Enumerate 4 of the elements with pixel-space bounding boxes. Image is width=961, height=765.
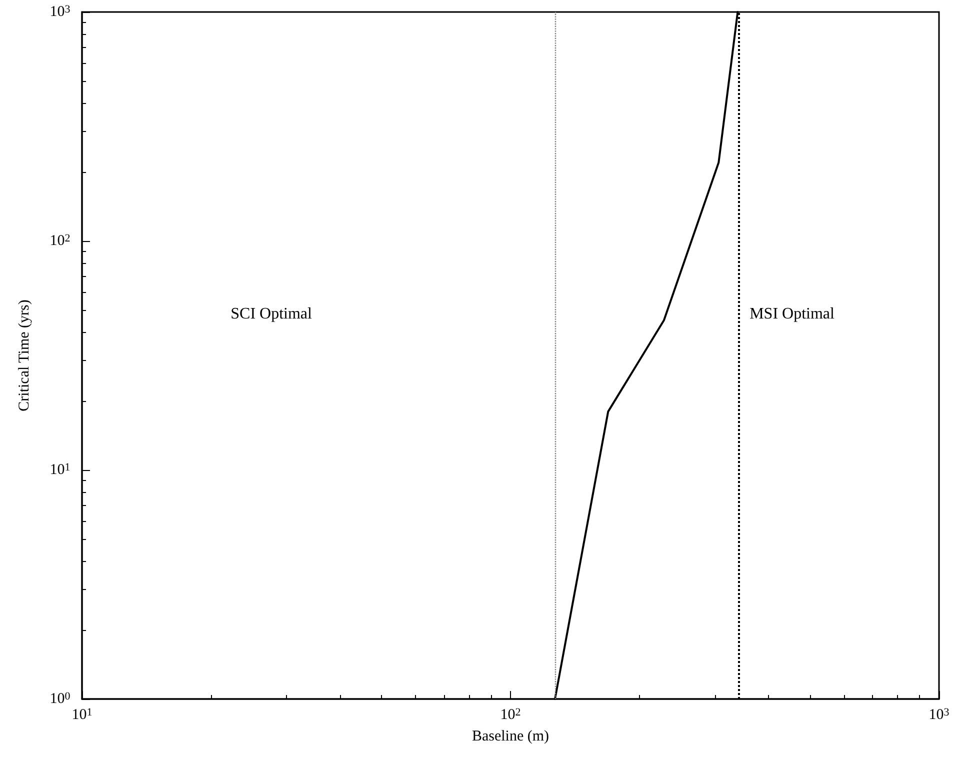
annotation: MSI Optimal [750, 306, 836, 322]
y-axis-title: Critical Time (yrs) [16, 300, 32, 412]
annotation: SCI Optimal [230, 306, 313, 322]
x-axis-title: Baseline (m) [472, 728, 550, 744]
